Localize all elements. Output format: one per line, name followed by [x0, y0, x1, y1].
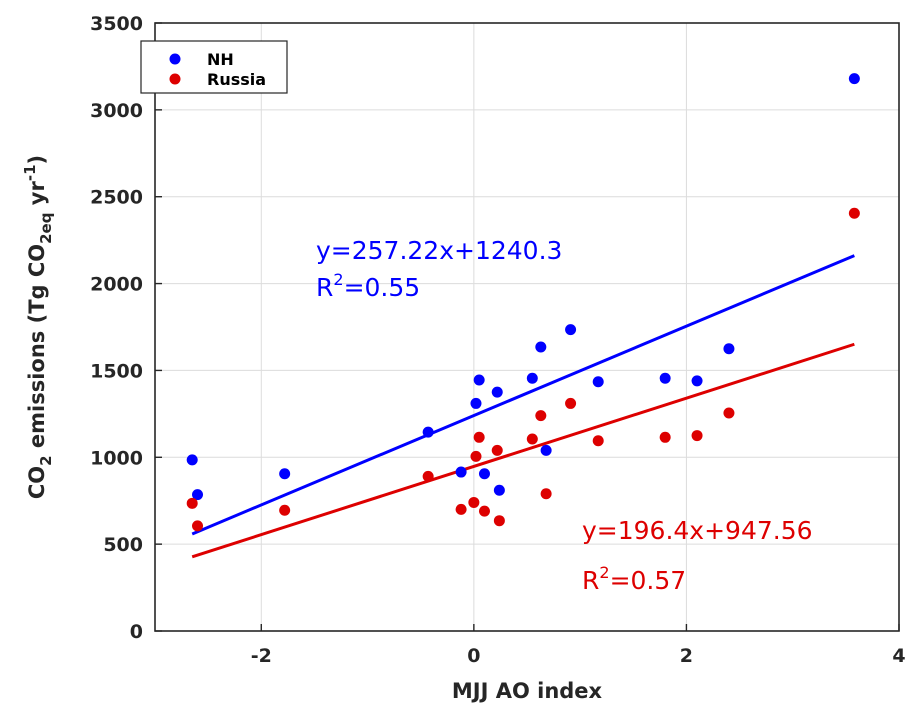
data-point-russia: [540, 488, 552, 500]
data-point-russia: [535, 410, 547, 422]
x-tick-label: -2: [251, 645, 272, 667]
x-tick-label: 4: [892, 645, 905, 667]
data-point-nh: [526, 372, 538, 384]
data-point-nh: [470, 397, 482, 409]
data-point-nh: [565, 324, 577, 336]
legend-box: [140, 40, 288, 94]
y-tick-label: 3500: [90, 13, 143, 35]
data-point-nh: [723, 343, 735, 355]
data-point-nh: [848, 73, 860, 85]
nh-r-squared: R2=0.55: [316, 270, 420, 302]
data-point-russia: [659, 431, 671, 443]
data-point-nh: [691, 375, 703, 387]
data-point-nh: [493, 484, 505, 496]
nh-equation: y=257.22x+1240.3: [316, 236, 562, 265]
data-point-russia: [526, 433, 538, 445]
fit-line-nh: [191, 254, 855, 536]
data-point-russia: [473, 431, 485, 443]
data-point-nh: [659, 372, 671, 384]
data-point-russia: [422, 470, 434, 482]
plot-area-frame: [154, 22, 900, 632]
x-axis-label: MJJ AO index: [452, 679, 603, 703]
data-point-nh: [473, 374, 485, 386]
axis-ticks: -2 0 2 4 0 500 1000 1500 2000 2500 3000 3500: [90, 13, 906, 667]
x-tick-label: 0: [467, 645, 480, 667]
y-tick-label: 500: [103, 534, 143, 556]
data-point-russia: [723, 407, 735, 419]
data-point-russia: [468, 496, 480, 508]
data-point-russia: [192, 520, 204, 532]
data-point-nh: [186, 454, 198, 466]
russia-r-squared: R2=0.57: [582, 563, 686, 595]
data-point-nh: [279, 468, 291, 480]
data-point-nh: [192, 489, 204, 501]
data-point-russia: [493, 515, 505, 527]
data-point-russia: [592, 435, 604, 447]
data-point-nh: [535, 341, 547, 353]
data-point-nh: [422, 426, 434, 438]
data-point-nh: [491, 386, 503, 398]
data-point-russia: [455, 503, 467, 515]
legend-label-russia: Russia: [207, 70, 266, 89]
data-point-russia: [565, 397, 577, 409]
data-point-russia: [470, 450, 482, 462]
regression-lines: [191, 254, 855, 559]
legend-marker-nh: [169, 53, 181, 65]
russia-equation: y=196.4x+947.56: [582, 516, 813, 545]
data-point-russia: [691, 430, 703, 442]
legend: NH Russia: [140, 40, 288, 94]
data-point-russia: [491, 444, 503, 456]
data-point-russia: [279, 504, 291, 516]
data-point-nh: [540, 444, 552, 456]
y-tick-label: 3000: [90, 100, 143, 122]
legend-label-nh: NH: [207, 50, 234, 69]
y-tick-label: 1500: [90, 360, 143, 382]
legend-marker-russia: [169, 73, 181, 85]
y-tick-label: 1000: [90, 447, 143, 469]
data-point-russia: [478, 505, 490, 517]
data-point-russia: [186, 497, 198, 509]
data-point-nh: [592, 376, 604, 388]
y-tick-label: 0: [130, 621, 143, 643]
data-point-nh: [478, 468, 490, 480]
fit-line-russia: [191, 342, 855, 559]
y-axis-label: CO2 emissions (Tg CO2eq yr-1): [21, 155, 55, 499]
y-tick-label: 2000: [90, 274, 143, 296]
x-tick-label: 2: [680, 645, 693, 667]
y-tick-label: 2500: [90, 187, 143, 209]
data-point-russia: [848, 207, 860, 219]
data-points: [186, 73, 860, 532]
data-point-nh: [455, 466, 467, 478]
